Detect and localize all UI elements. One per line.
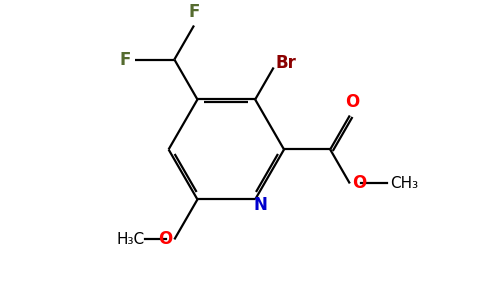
Text: O: O — [345, 93, 359, 111]
Text: CH₃: CH₃ — [390, 176, 418, 191]
Text: F: F — [188, 3, 200, 21]
Text: H₃C: H₃C — [116, 232, 144, 247]
Text: F: F — [119, 50, 131, 68]
Text: N: N — [254, 196, 268, 214]
Text: O: O — [158, 230, 172, 248]
Text: Br: Br — [276, 54, 297, 72]
Text: O: O — [352, 175, 366, 193]
